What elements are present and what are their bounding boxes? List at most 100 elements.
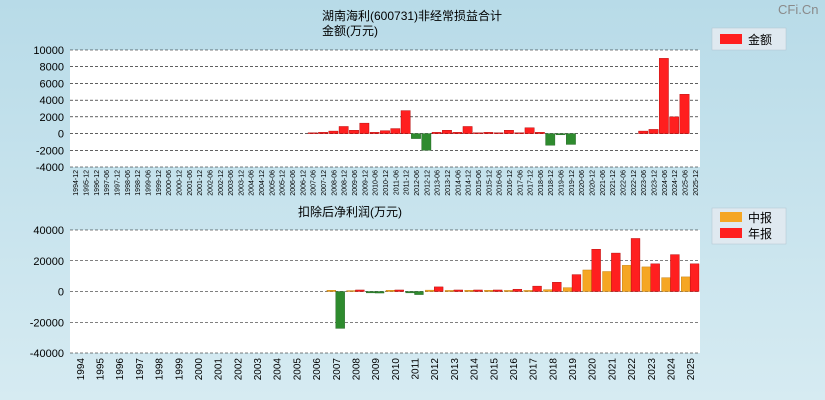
chart1-plot-area <box>70 50 700 167</box>
chart1-xtick-label: 2017-12 <box>528 170 535 196</box>
chart1-xtick-label: 1996-12 <box>94 170 101 196</box>
chart2-bar-interim <box>464 290 474 292</box>
chart1-xtick-label: 2000-06 <box>166 170 173 196</box>
chart2-bar-interim <box>346 290 356 292</box>
chart1-xtick-label: 1999-06 <box>145 170 152 196</box>
chart1-bar <box>514 132 525 134</box>
chart1-bar <box>338 126 349 134</box>
chart1-xtick-label: 2020-12 <box>590 170 597 196</box>
chart1-xtick-label: 2025-12 <box>693 170 700 196</box>
chart2-xtick-label: 2006 <box>312 358 323 381</box>
chart1-ytick-label: -4000 <box>36 162 64 174</box>
chart1: 湖南海利(600731)非经常损益合计 金额(万元) 10000 8000 6000… <box>33 8 787 196</box>
brand-watermark: CFi.Cn <box>778 2 818 17</box>
chart1-bar <box>535 132 545 134</box>
chart1-xtick-label: 2008-06 <box>331 170 338 196</box>
chart2-xtick-label: 1998 <box>155 358 166 381</box>
chart1-bar <box>328 130 339 134</box>
chart2-xtick-label: 2025 <box>686 358 697 381</box>
chart1-ylabel: 金额(万元) <box>322 23 378 38</box>
chart2-bar-interim <box>444 290 455 292</box>
chart2-bar-interim <box>543 289 553 292</box>
chart2-ytick-label: -40000 <box>30 348 64 360</box>
chart2-bar-annual <box>591 249 601 292</box>
chart1-ytick-label: 8000 <box>40 62 64 74</box>
chart2-legend: 中报 年报 <box>711 207 787 245</box>
chart2-xtick-label: 2008 <box>351 358 362 381</box>
chart1-bars <box>307 58 690 151</box>
chart1-xtick-label: 1995-12 <box>83 170 90 196</box>
chart2-xtick-label: 1996 <box>115 358 126 381</box>
chart2-title: 扣除后净利润(万元) <box>298 204 402 219</box>
chart1-bar <box>359 122 370 134</box>
chart2-xtick-label: 2005 <box>292 358 303 381</box>
chart2-bar-annual <box>394 289 404 292</box>
chart1-xtick-label: 2011-06 <box>393 170 400 195</box>
chart1-xtick-label: 2010-12 <box>383 170 390 196</box>
chart1-xtick-label: 2009-12 <box>362 170 369 196</box>
chart1-bar <box>669 116 680 134</box>
chart2-bar-interim <box>622 265 632 292</box>
chart2-legend-label-annual: 年报 <box>748 226 772 241</box>
chart2-ytick-label: 0 <box>58 287 64 299</box>
chart1-ytick-label: 6000 <box>40 78 64 90</box>
chart1-xtick-label: 2022-06 <box>621 170 628 196</box>
chart2-xtick-label: 1994 <box>76 358 87 381</box>
chart1-xtick-label: 2015-06 <box>476 170 483 196</box>
chart1-xtick-label: 2015-12 <box>486 170 493 196</box>
chart1-bar <box>545 133 556 146</box>
chart2-xtick-label: 2024 <box>666 358 677 381</box>
chart2-bar-interim <box>582 269 592 292</box>
chart2-bar-interim <box>562 287 573 292</box>
chart1-xtick-label: 2007-12 <box>321 170 328 196</box>
chart2-bar-interim <box>425 289 435 292</box>
chart2-bar-annual <box>414 291 424 295</box>
chart1-xtick-label: 2004-12 <box>259 170 266 196</box>
chart2-xtick-label: 1995 <box>96 358 107 381</box>
chart1-title: 湖南海利(600731)非经常损益合计 <box>322 8 502 23</box>
chart2-xtick-label: 2003 <box>253 358 264 381</box>
chart1-xtick-label: 2007-06 <box>311 170 318 196</box>
chart1-xtick-label: 2016-06 <box>497 170 504 196</box>
chart2-bar-interim <box>326 290 336 292</box>
chart1-bar <box>452 132 463 134</box>
chart2-xtick-label: 2004 <box>273 358 284 381</box>
chart2-xtick-label: 2012 <box>430 358 441 381</box>
chart1-xtick-label: 2018-06 <box>538 170 545 196</box>
chart2-bar-annual <box>473 289 483 292</box>
chart1-xtick-label: 2012-06 <box>414 170 421 196</box>
chart2-bar-interim <box>503 290 514 292</box>
chart1-xtick-label: 2001-06 <box>187 170 194 196</box>
chart2-bar-annual <box>355 289 365 292</box>
chart1-bar <box>658 58 669 134</box>
chart2-bar-annual <box>689 263 700 292</box>
chart1-bar <box>555 133 566 136</box>
chart1-bar <box>349 130 359 134</box>
chart2-bar-annual <box>552 282 562 292</box>
chart1-bar <box>483 132 494 134</box>
chart1-xtick-label: 2004-06 <box>249 170 256 196</box>
chart1-xtick-label: 2011-12 <box>404 170 411 195</box>
chart1-bar <box>638 130 649 134</box>
chart1-xtick-label: 2005-12 <box>280 170 287 196</box>
chart2-xtick-label: 1999 <box>174 358 185 381</box>
chart1-xtick-label: 2006-12 <box>300 170 307 196</box>
chart1-xtick-label: 2003-12 <box>238 170 245 196</box>
chart1-bar <box>504 130 514 134</box>
chart1-xtick-label: 2017-06 <box>517 170 524 196</box>
chart1-bar <box>442 130 452 134</box>
chart2-bar-annual <box>611 252 621 292</box>
chart2-bar-interim <box>366 291 376 294</box>
chart1-bar <box>369 132 380 134</box>
chart1-bar <box>421 133 432 151</box>
chart1-bar <box>648 129 659 134</box>
chart2-xtick-label: 2002 <box>233 358 244 381</box>
chart2-ytick-label: -20000 <box>30 317 64 329</box>
chart2-bar-annual <box>571 274 582 292</box>
chart1-y-axis: 10000 8000 6000 4000 2000 0 -2000 -4000 <box>33 45 64 174</box>
chart1-ytick-label: 10000 <box>33 45 64 57</box>
chart1-xtick-label: 2019-06 <box>559 170 566 196</box>
chart1-xtick-label: 2016-12 <box>507 170 514 196</box>
chart2-bar-interim <box>661 277 671 292</box>
